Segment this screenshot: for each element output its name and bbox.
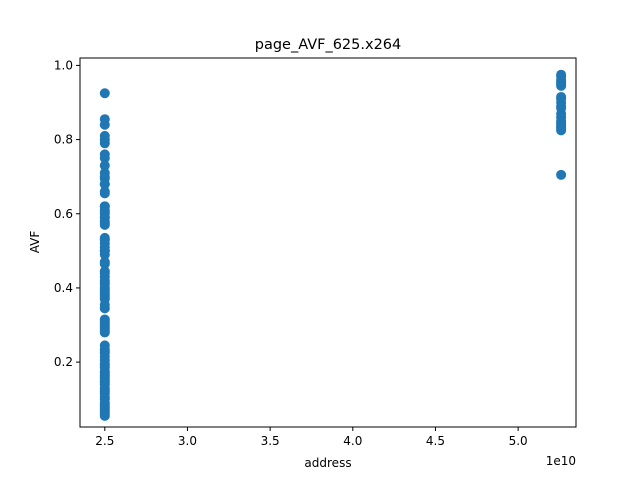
y-tick-label: 0.8 <box>54 133 73 147</box>
data-point <box>99 397 110 408</box>
data-point <box>99 410 110 421</box>
data-point <box>99 138 110 149</box>
data-point <box>556 169 567 180</box>
data-point <box>99 258 110 269</box>
x-axis-ticks: 2.5 3.0 3.5 4.0 4.5 5.0 <box>95 427 528 448</box>
data-point <box>99 160 110 171</box>
data-point <box>99 119 110 130</box>
x-tick-label: 3.0 <box>178 434 197 448</box>
data-point <box>99 179 110 190</box>
y-tick-label: 1.0 <box>54 58 73 72</box>
x-tick-label: 3.5 <box>261 434 280 448</box>
data-point <box>556 125 567 136</box>
chart-title: page_AVF_625.x264 <box>255 37 402 53</box>
data-point <box>556 80 567 91</box>
data-point <box>99 355 110 366</box>
data-point <box>99 188 110 199</box>
y-tick-label: 0.6 <box>54 207 73 221</box>
y-tick-label: 0.4 <box>54 281 73 295</box>
y-axis-ticks: 0.2 0.4 0.6 0.8 1.0 <box>54 58 80 369</box>
data-point <box>99 288 110 299</box>
x-axis-offset-label: 1e10 <box>546 454 576 468</box>
x-tick-label: 4.5 <box>426 434 445 448</box>
y-tick-label: 0.2 <box>54 355 73 369</box>
data-points <box>99 69 567 421</box>
data-point <box>99 234 110 245</box>
data-point <box>99 218 110 229</box>
data-point <box>99 277 110 288</box>
y-axis-label: AVF <box>28 231 42 254</box>
x-tick-label: 4.0 <box>343 434 362 448</box>
data-point <box>99 149 110 160</box>
x-tick-label: 2.5 <box>95 434 114 448</box>
data-point <box>99 388 110 399</box>
x-tick-label: 5.0 <box>509 434 528 448</box>
data-point <box>99 373 110 384</box>
x-axis-label: address <box>304 456 351 470</box>
data-point <box>99 299 110 310</box>
data-point <box>99 345 110 356</box>
data-point <box>99 88 110 99</box>
data-point <box>99 242 110 253</box>
plot-frame <box>79 57 577 428</box>
data-point <box>99 325 110 336</box>
